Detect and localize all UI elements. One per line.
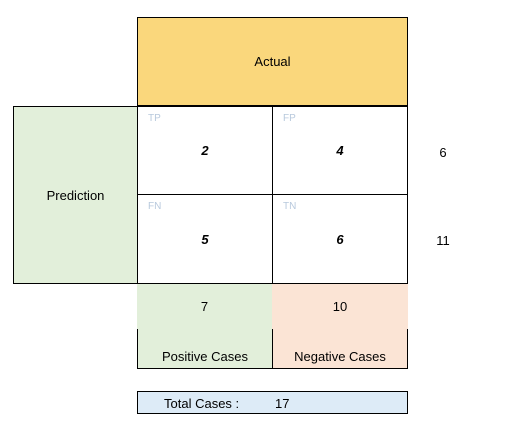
fp-code: FP xyxy=(283,113,296,124)
false-positive-cell: FP 4 xyxy=(272,106,408,195)
prediction-header: Prediction xyxy=(13,106,138,284)
total-cases-box: Total Cases : 17 xyxy=(137,391,408,414)
fn-value: 5 xyxy=(201,231,209,247)
tn-value: 6 xyxy=(336,231,344,247)
fp-value: 4 xyxy=(336,143,344,158)
tn-code: TN xyxy=(283,201,297,212)
true-positive-cell: TP 2 xyxy=(137,106,273,195)
total-cases-value: 17 xyxy=(275,396,290,411)
false-negative-cell: FN 5 xyxy=(137,194,273,284)
negative-count-value: 10 xyxy=(332,299,348,314)
positive-cases-label: Positive Cases xyxy=(162,349,248,364)
row-total-1: 6 xyxy=(439,144,447,160)
fn-code: FN xyxy=(148,201,162,212)
true-negative-cell: TN 6 xyxy=(272,194,408,284)
prediction-label: Prediction xyxy=(46,187,105,203)
positive-cases-label-box: Positive Cases xyxy=(137,329,272,369)
positive-count-value: 7 xyxy=(200,299,209,314)
positive-count: 7 xyxy=(137,284,272,329)
negative-cases-label-box: Negative Cases xyxy=(272,329,408,369)
negative-count: 10 xyxy=(272,284,408,329)
tp-code: TP xyxy=(148,113,161,124)
actual-label: Actual xyxy=(254,54,291,69)
tp-value: 2 xyxy=(201,143,209,158)
row-total-2: 11 xyxy=(436,232,450,248)
actual-header: Actual xyxy=(137,17,408,106)
total-cases-label: Total Cases : xyxy=(164,396,240,411)
negative-cases-label: Negative Cases xyxy=(294,349,386,364)
